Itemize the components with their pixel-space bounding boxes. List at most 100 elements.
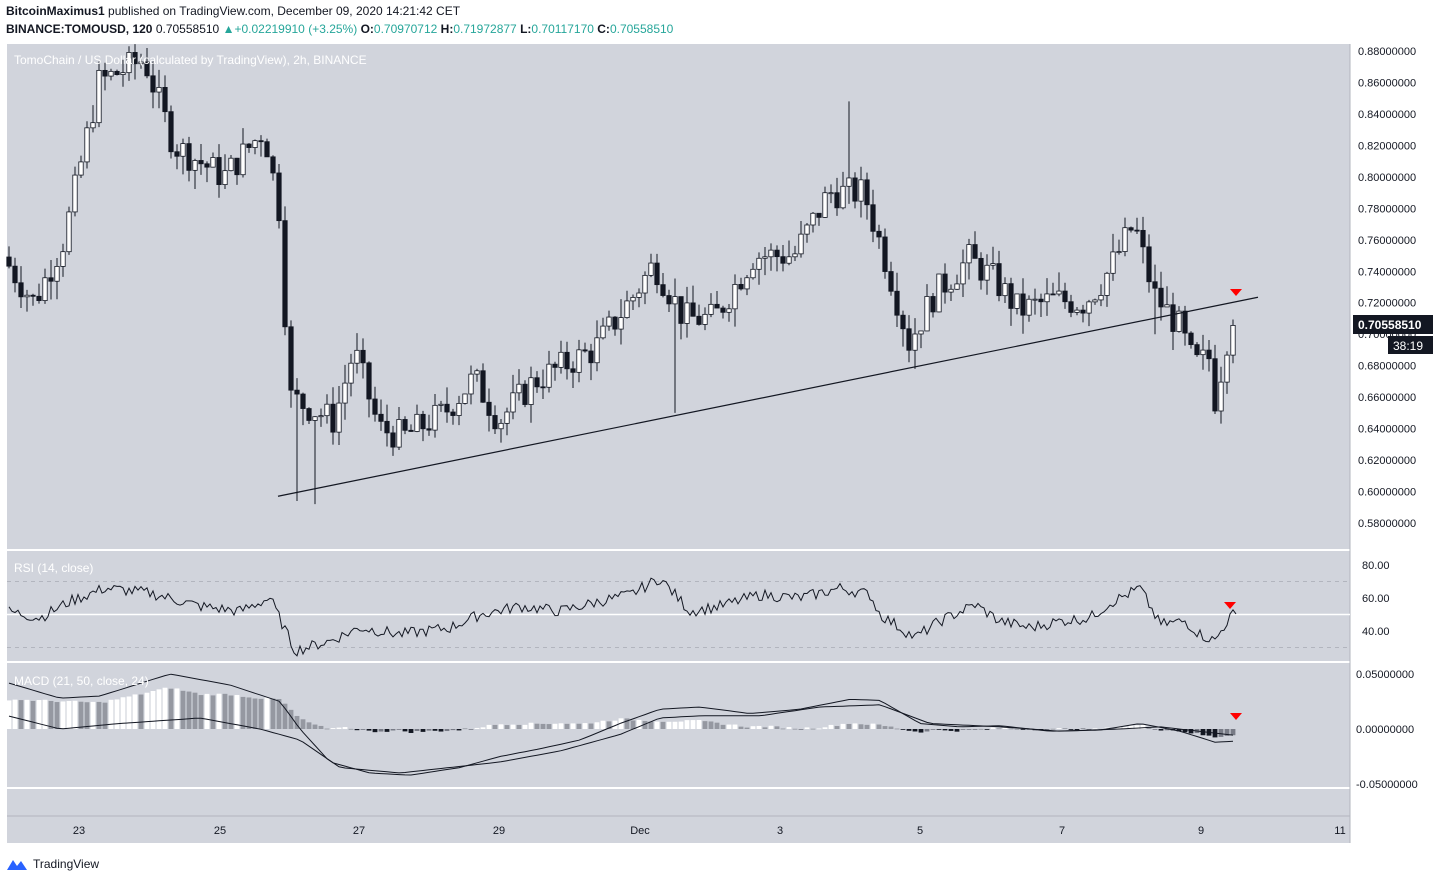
- candle-body: [462, 393, 468, 404]
- macd-histogram-bar: [768, 725, 774, 729]
- macd-y-ticks: -0.05000000 0.00000000 0.05000000: [1356, 669, 1418, 791]
- candle-body: [972, 244, 978, 259]
- candle-body: [432, 404, 438, 431]
- macd-histogram-bar: [846, 723, 852, 729]
- candle-body: [450, 411, 456, 416]
- candle-body: [1218, 381, 1224, 412]
- price-tick-label: 0.66000000: [1358, 392, 1416, 404]
- macd-histogram-bar: [738, 726, 744, 729]
- macd-histogram-bar: [930, 729, 936, 730]
- macd-histogram-bar: [414, 729, 420, 731]
- candle-body: [798, 233, 804, 255]
- candle-body: [120, 72, 126, 75]
- macd-histogram-bar: [408, 729, 414, 733]
- macd-histogram-bar: [564, 723, 570, 729]
- macd-histogram-bar: [612, 720, 618, 729]
- candle-body: [324, 403, 330, 417]
- macd-histogram-bar: [654, 721, 660, 729]
- candle-body: [588, 350, 594, 364]
- candle-body: [372, 398, 378, 415]
- candle-body: [156, 87, 162, 93]
- candle-body: [792, 253, 798, 258]
- macd-histogram-bar: [1008, 728, 1014, 730]
- price-tick-label: 0.60000000: [1358, 487, 1416, 499]
- macd-histogram-bar: [252, 698, 258, 729]
- macd-histogram-bar: [1104, 727, 1110, 729]
- candle-body: [384, 420, 390, 434]
- macd-histogram-bar: [1056, 728, 1062, 729]
- candle-body: [1014, 293, 1020, 309]
- candle-body: [684, 302, 690, 324]
- change-text: ▲+0.02219910 (+3.25%): [222, 22, 358, 36]
- tradingview-logo-icon: [7, 860, 27, 870]
- candle-body: [498, 422, 504, 430]
- macd-histogram-bar: [210, 695, 216, 729]
- macd-histogram-bar: [870, 723, 876, 729]
- macd-histogram-bar: [732, 724, 738, 729]
- candle-body: [1074, 309, 1080, 313]
- macd-histogram-bar: [1092, 728, 1098, 730]
- macd-histogram-bar: [666, 721, 672, 729]
- macd-histogram-bar: [378, 729, 384, 732]
- candle-body: [1086, 301, 1092, 314]
- candle-body: [606, 316, 612, 327]
- candle-body: [102, 69, 108, 77]
- macd-histogram-bar: [240, 696, 246, 729]
- macd-histogram-bar: [894, 728, 900, 730]
- macd-histogram-bar: [288, 709, 294, 729]
- candle-body: [774, 249, 780, 258]
- price-tick-label: 0.74000000: [1358, 266, 1416, 278]
- candle-body: [72, 174, 78, 213]
- macd-histogram-bar: [714, 722, 720, 729]
- time-tick-label: 25: [214, 825, 226, 837]
- macd-histogram-bar: [828, 724, 834, 729]
- candle-body: [18, 282, 24, 298]
- macd-histogram-bar: [624, 718, 630, 729]
- macd-histogram-bar: [906, 729, 912, 731]
- macd-histogram-bar: [420, 729, 426, 732]
- macd-histogram-bar: [150, 690, 156, 729]
- candle-body: [726, 308, 732, 313]
- candle-body: [1182, 310, 1188, 334]
- macd-histogram-bar: [876, 724, 882, 729]
- candle-body: [720, 307, 726, 313]
- macd-histogram-bar: [30, 700, 36, 729]
- macd-histogram-bar: [168, 688, 174, 729]
- macd-histogram-bar: [984, 729, 990, 730]
- footer-brand[interactable]: TradingView: [6, 854, 99, 874]
- macd-histogram-bar: [294, 715, 300, 729]
- candle-body: [846, 177, 852, 187]
- currency-label: USD: [1384, 53, 1407, 65]
- candle-body: [780, 256, 786, 264]
- candle-body: [186, 143, 192, 171]
- candle-body: [1038, 298, 1044, 303]
- ascending-support-trendline[interactable]: [277, 296, 1259, 497]
- candle-body: [900, 314, 906, 330]
- author-name[interactable]: BitcoinMaximus1: [6, 4, 105, 18]
- macd-histogram-bar: [402, 729, 408, 732]
- macd-histogram-bar: [1122, 726, 1128, 729]
- macd-histogram-bar: [228, 695, 234, 729]
- candle-body: [378, 413, 384, 422]
- candle-body: [600, 325, 606, 339]
- candle-body: [576, 349, 582, 373]
- macd-legend[interactable]: MACD (21, 50, close, 24): [14, 674, 149, 688]
- candle-body: [312, 416, 318, 421]
- candle-body: [360, 349, 366, 364]
- macd-histogram-bar: [528, 722, 534, 729]
- macd-histogram-bar: [1002, 727, 1008, 729]
- candle-body: [768, 249, 774, 258]
- candle-body: [1152, 281, 1158, 289]
- macd-histogram-bar: [36, 700, 42, 729]
- macd-histogram-bar: [1134, 725, 1140, 729]
- macd-histogram-bar: [42, 699, 48, 729]
- rsi-legend[interactable]: RSI (14, close): [14, 561, 93, 575]
- macd-histogram-bar: [24, 699, 30, 729]
- time-tick-label: 5: [917, 825, 923, 837]
- macd-histogram-bar: [138, 694, 144, 729]
- candle-body: [984, 264, 990, 281]
- macd-histogram-bar: [690, 720, 696, 729]
- price-legend[interactable]: TomoChain / US Dollar (calculated by Tra…: [14, 53, 367, 67]
- price-axis-background: [1350, 44, 1440, 843]
